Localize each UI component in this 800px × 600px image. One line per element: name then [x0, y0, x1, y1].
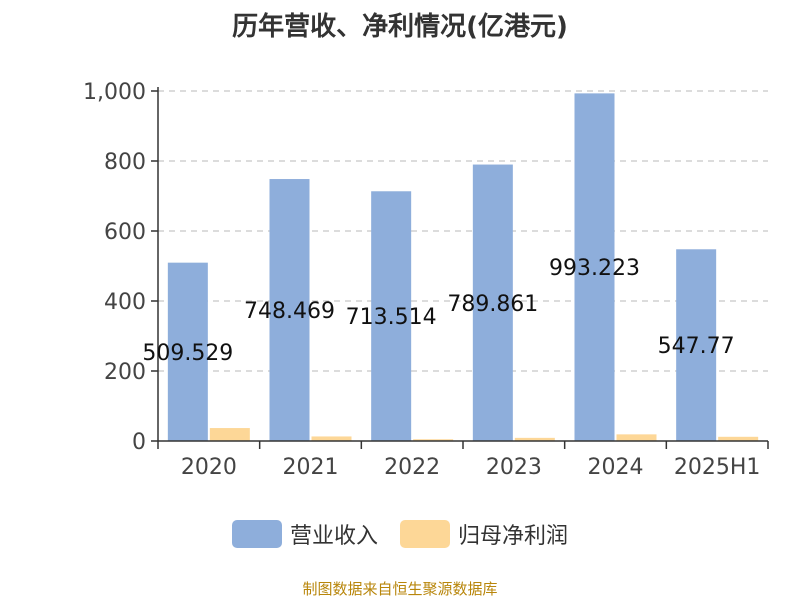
data-label-revenue-2022: 713.514 [346, 305, 437, 330]
bar-revenue-2023[interactable] [472, 164, 513, 441]
data-labels: 509.529 748.469 713.514 789.861 993.223 547.7… [142, 256, 734, 366]
legend-item-revenue[interactable]: 营业收入 [231, 518, 378, 550]
x-axis: 2020 2021 2022 2023 2024 2025H1 [157, 440, 769, 480]
bar-revenue-2022[interactable] [371, 191, 412, 441]
chart-title: 历年营收、净利情况(亿港元) [232, 12, 568, 42]
legend-swatch-revenue [231, 520, 282, 548]
legend-label-revenue: 营业收入 [289, 524, 378, 549]
data-label-revenue-2023: 789.861 [447, 292, 538, 317]
bar-revenue-2020[interactable] [167, 262, 208, 441]
x-tick-label: 2025H1 [674, 455, 761, 480]
data-label-revenue-2021: 748.469 [244, 299, 335, 324]
x-tick-label: 2024 [588, 455, 644, 480]
legend: 营业收入 归母净利润 [0, 518, 800, 550]
y-tick-label: 800 [104, 150, 146, 175]
bar-revenue-2025H1[interactable] [676, 249, 717, 441]
bars [167, 93, 759, 442]
bar-net-profit-2020[interactable] [209, 428, 250, 441]
bar-revenue-2021[interactable] [269, 179, 310, 442]
grid-lines [158, 90, 768, 372]
bar-net-profit-2025H1[interactable] [718, 436, 759, 441]
y-tick-label: 1,000 [83, 80, 146, 105]
data-source-note: 制图数据来自恒生聚源数据库 [302, 580, 498, 598]
y-tick-label: 0 [132, 430, 146, 455]
bar-net-profit-2021[interactable] [311, 436, 352, 441]
bar-net-profit-2022[interactable] [413, 439, 454, 441]
legend-label-net-profit: 归母净利润 [458, 524, 569, 549]
legend-item-net-profit[interactable]: 归母净利润 [400, 518, 568, 550]
data-label-revenue-2025H1: 547.77 [658, 334, 735, 359]
legend-swatch-net-profit [400, 520, 450, 548]
bar-net-profit-2024[interactable] [616, 434, 657, 441]
data-label-revenue-2024: 993.223 [549, 256, 640, 281]
y-axis: 0 200 400 600 800 1,000 [83, 80, 159, 455]
x-tick-label: 2022 [384, 455, 440, 480]
x-tick-label: 2020 [181, 455, 237, 480]
bar-revenue-2024[interactable] [574, 93, 615, 441]
x-tick-label: 2021 [283, 455, 339, 480]
y-tick-label: 600 [104, 220, 146, 245]
x-tick-label: 2023 [486, 455, 542, 480]
y-tick-label: 400 [104, 290, 146, 315]
y-tick-label: 200 [104, 360, 146, 385]
data-label-revenue-2020: 509.529 [142, 341, 233, 366]
bar-net-profit-2023[interactable] [514, 437, 555, 441]
